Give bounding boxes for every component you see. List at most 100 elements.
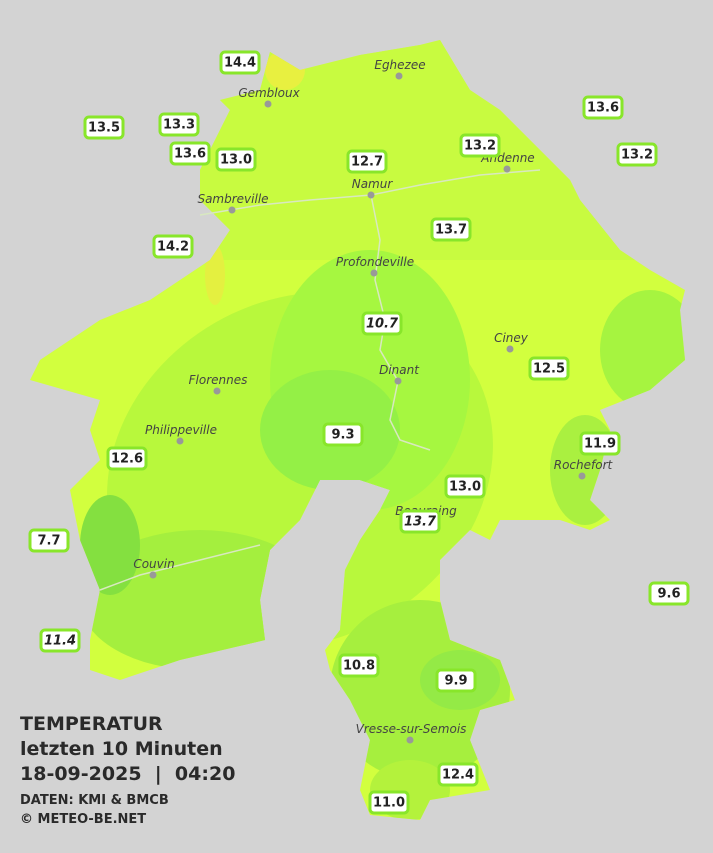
station: 10.7 [361, 311, 403, 336]
station-box [83, 115, 125, 140]
city-dot [370, 269, 378, 277]
station-box [152, 234, 194, 259]
station-value: 9.3 [331, 428, 354, 443]
station: 13.5 [83, 115, 125, 140]
station-box [169, 141, 211, 166]
station-value: 13.0 [220, 153, 252, 168]
city: Vresse-sur-Semois [356, 722, 467, 744]
city-label: Sambreville [197, 192, 268, 206]
title: TEMPERATUR [20, 713, 163, 735]
station-value: 9.9 [444, 674, 467, 689]
station: 13.6 [582, 95, 624, 120]
city-dot [149, 571, 157, 579]
city-label: Vresse-sur-Semois [356, 722, 467, 736]
station: 11.4 [39, 628, 81, 653]
city: Gembloux [238, 86, 301, 108]
station-value: 9.6 [657, 587, 680, 602]
legend-block: TEMPERATUR letzten 10 Minuten 18-09-2025… [20, 713, 235, 827]
station-box [338, 653, 380, 678]
river [370, 194, 431, 451]
station-box [435, 668, 477, 693]
station-box [361, 311, 403, 336]
city-dot [367, 191, 375, 199]
station-value: 10.7 [366, 317, 399, 332]
station: 13.3 [158, 112, 200, 137]
city-dot [228, 206, 236, 214]
copyright: © METEO-BE.NET [20, 812, 146, 827]
station-value: 13.6 [587, 101, 619, 116]
station-box [399, 509, 441, 534]
period: letzten 10 Minuten [20, 738, 223, 760]
station-value: 14.4 [224, 56, 256, 71]
river [99, 544, 261, 591]
station-value: 13.0 [449, 480, 481, 495]
city-label: Couvin [133, 557, 174, 571]
city-label: Philippeville [145, 423, 217, 437]
station-value: 10.8 [343, 659, 375, 674]
station: 14.4 [219, 50, 261, 75]
station-value: 13.7 [435, 223, 467, 238]
station: 12.6 [106, 446, 148, 471]
source: DATEN: KMI & BMCB [20, 793, 169, 808]
station: 13.2 [616, 142, 658, 167]
city: Profondeville [336, 255, 414, 277]
station-value: 12.6 [111, 452, 143, 467]
station-value: 11.4 [44, 634, 76, 649]
city-label: Dinant [379, 363, 420, 377]
station-value: 12.7 [351, 155, 383, 170]
station-box [215, 147, 257, 172]
station-value: 14.2 [157, 240, 189, 255]
station: 11.9 [579, 431, 621, 456]
station: 13.0 [215, 147, 257, 172]
city: Couvin [133, 557, 175, 579]
station-box [528, 356, 570, 381]
city: Rochefort [554, 458, 614, 480]
station-box [106, 446, 148, 471]
station-box [219, 50, 261, 75]
station-value: 7.7 [37, 534, 60, 549]
station-value: 13.3 [163, 118, 195, 133]
station-box [346, 149, 388, 174]
city-dot [503, 165, 511, 173]
city-dot [394, 377, 402, 385]
station-box [459, 133, 501, 158]
station-box [368, 790, 410, 815]
station-box [582, 95, 624, 120]
city-dot [406, 736, 414, 744]
city: Philippeville [145, 423, 217, 445]
station: 9.6 [648, 581, 690, 606]
city-label: Eghezee [374, 58, 425, 72]
station: 13.7 [430, 217, 472, 242]
station-box [158, 112, 200, 137]
station-value: 13.5 [88, 121, 120, 136]
city-dot [395, 72, 403, 80]
city: Dinant [379, 363, 420, 385]
station-value: 13.6 [174, 147, 206, 162]
station-value: 12.5 [533, 362, 565, 377]
station-box [322, 422, 364, 447]
station-value: 11.0 [373, 796, 405, 811]
city-dot [213, 387, 221, 395]
city-label: Namur [352, 177, 394, 191]
station-box [28, 528, 70, 553]
station: 12.7 [346, 149, 388, 174]
city-dot [176, 437, 184, 445]
station: 13.0 [444, 474, 486, 499]
station-value: 12.4 [442, 768, 474, 783]
station-value: 13.2 [621, 148, 653, 163]
station: 11.0 [368, 790, 410, 815]
station: 13.7 [399, 509, 441, 534]
city-label: Profondeville [336, 255, 414, 269]
city: Ciney [494, 331, 529, 353]
station-box [39, 628, 81, 653]
city-label: Rochefort [554, 458, 614, 472]
station: 10.8 [338, 653, 380, 678]
datetime: 18-09-2025 | 04:20 [20, 763, 235, 785]
station: 13.6 [169, 141, 211, 166]
station: 14.2 [152, 234, 194, 259]
city: Namur [352, 177, 394, 199]
station-box [579, 431, 621, 456]
city-dot [264, 100, 272, 108]
city: Florennes [189, 373, 247, 395]
station: 12.4 [437, 762, 479, 787]
